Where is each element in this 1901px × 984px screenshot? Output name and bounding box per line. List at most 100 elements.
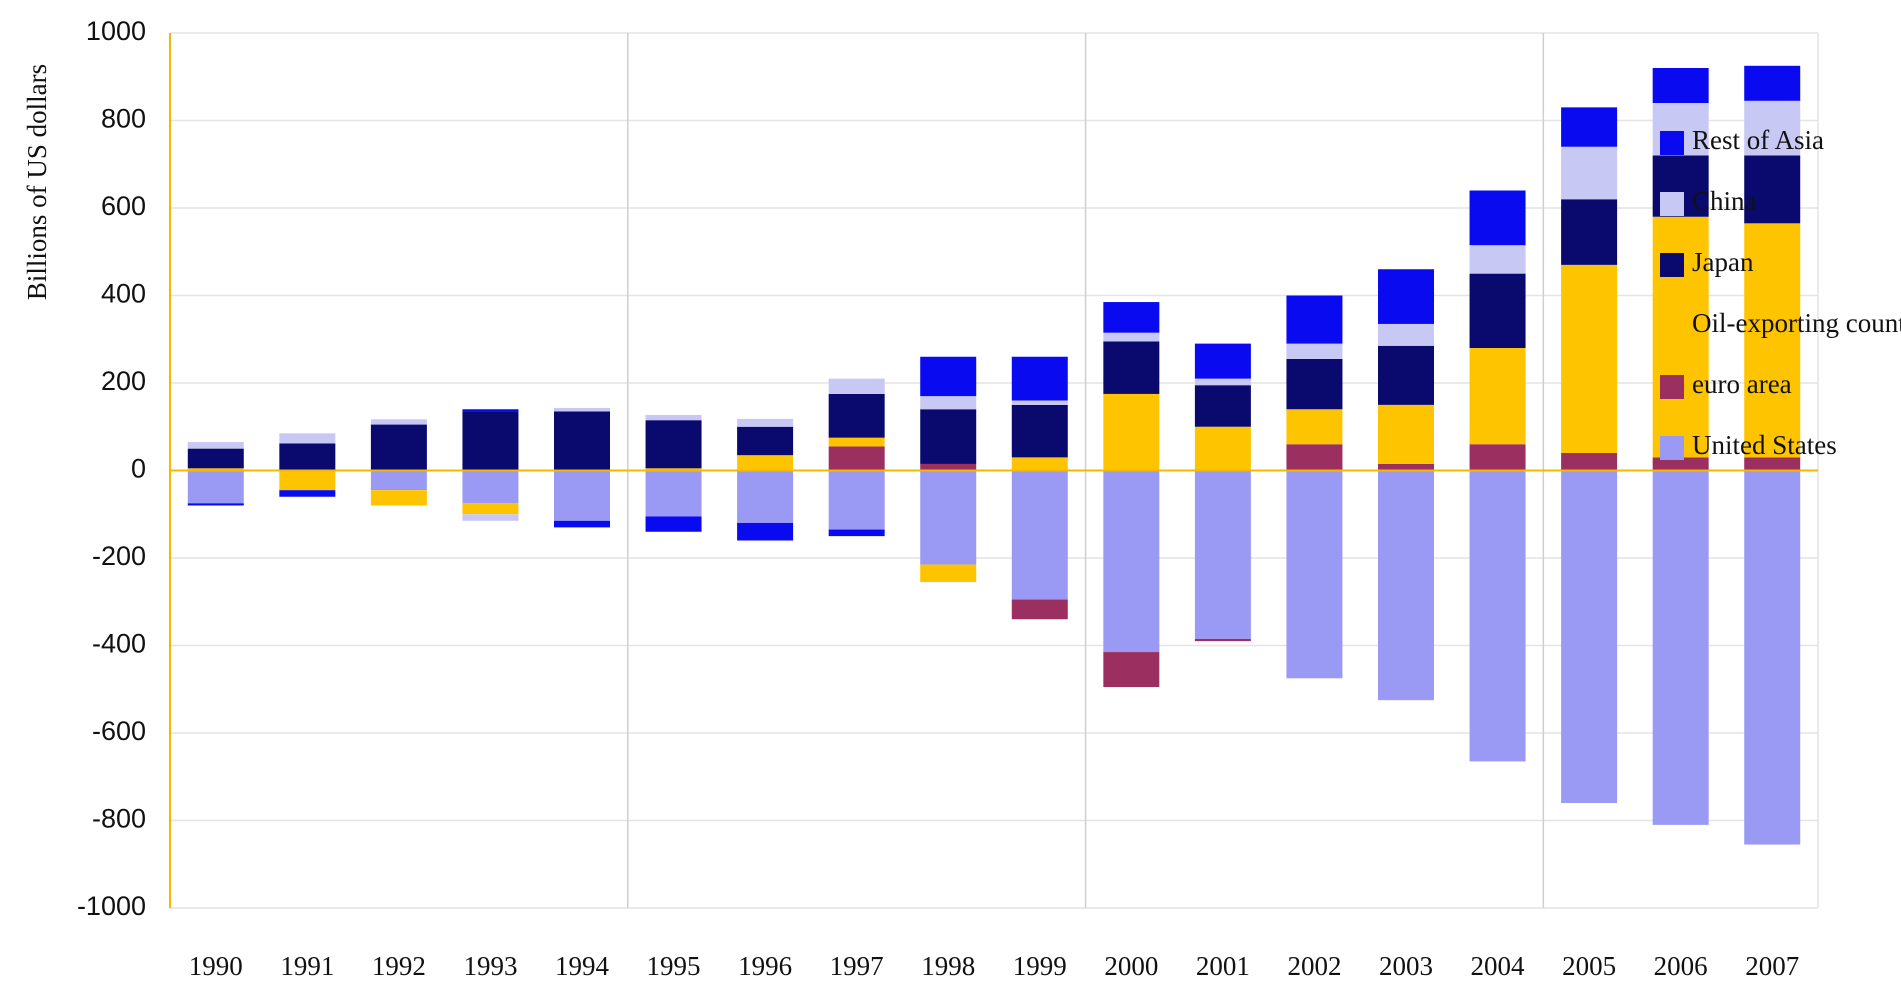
bar-segment xyxy=(187,442,244,449)
bar-segment xyxy=(1561,453,1618,471)
y-tick-label: 200 xyxy=(101,366,146,396)
bar-segment xyxy=(1103,341,1160,394)
x-tick-label: 1991 xyxy=(280,951,334,981)
y-tick-label: -200 xyxy=(92,541,146,571)
bar-segment xyxy=(1469,348,1526,445)
legend-swatch xyxy=(1660,375,1684,399)
legend-label: euro area xyxy=(1692,369,1792,399)
x-tick-label: 1999 xyxy=(1013,951,1067,981)
bar-segment xyxy=(1378,470,1434,701)
x-tick-label: 2003 xyxy=(1379,951,1433,981)
bar-segment xyxy=(828,446,885,471)
bar-segment xyxy=(462,470,519,504)
x-tick-label: 1995 xyxy=(647,951,701,981)
bar-segment xyxy=(462,411,519,471)
bar-segment xyxy=(370,490,427,506)
bar-segment xyxy=(1103,302,1160,333)
bar-segment xyxy=(1469,444,1526,471)
bar-segment xyxy=(1194,638,1251,642)
bar-segment xyxy=(1561,264,1618,453)
bar-segment xyxy=(462,514,519,521)
bar-segment xyxy=(1744,65,1801,101)
bar-segment xyxy=(1469,470,1526,762)
y-tick-label: 800 xyxy=(101,104,146,134)
y-tick-label: -800 xyxy=(92,804,146,834)
bar-segment xyxy=(1286,470,1343,679)
x-tick-label: 2006 xyxy=(1654,951,1708,981)
legend-swatch xyxy=(1660,131,1684,155)
y-tick-label: -1000 xyxy=(77,891,146,921)
bar-segment xyxy=(1103,652,1160,688)
legend-swatch xyxy=(1660,253,1684,277)
bar-segment xyxy=(187,503,244,506)
y-tick-label: 400 xyxy=(101,279,146,309)
bar-segment xyxy=(645,470,702,517)
x-tick-label: 2002 xyxy=(1287,951,1341,981)
bar-segment xyxy=(1744,457,1801,471)
x-tick-label: 1996 xyxy=(738,951,792,981)
bar-segment xyxy=(1011,457,1068,471)
bar-segment xyxy=(554,407,610,412)
bar-segment xyxy=(1378,345,1434,405)
bar-segment xyxy=(279,490,336,497)
bar-segment xyxy=(1378,323,1434,346)
bar-segment xyxy=(1011,599,1068,620)
bar-segment xyxy=(1652,68,1709,103)
legend-swatch xyxy=(1660,436,1684,460)
bar-segment xyxy=(645,468,702,471)
bar-segment xyxy=(737,523,794,541)
bar-segment xyxy=(1011,470,1068,600)
bar-segment xyxy=(920,396,977,410)
bar-segment xyxy=(828,378,885,394)
bar-segment xyxy=(920,470,977,565)
bar-segment xyxy=(737,418,794,427)
bar-segment xyxy=(554,520,610,528)
bar-segment xyxy=(1469,245,1526,274)
legend-label: Oil-exporting countries xyxy=(1692,308,1901,338)
bar-segment xyxy=(828,470,885,530)
legend-swatch xyxy=(1660,314,1684,338)
x-tick-label: 2004 xyxy=(1471,951,1526,981)
bar-segment xyxy=(370,419,427,425)
bar-segment xyxy=(1286,343,1343,359)
x-tick-label: 1993 xyxy=(463,951,517,981)
bar-segment xyxy=(279,443,336,471)
bar-segment xyxy=(920,564,977,583)
bar-segment xyxy=(279,470,336,491)
bar-segment xyxy=(1103,393,1160,471)
bar-segment xyxy=(554,470,610,521)
bar-segment xyxy=(187,470,244,504)
legend-label: United States xyxy=(1692,430,1837,460)
bar-segment xyxy=(1744,470,1801,845)
bar-segment xyxy=(1378,269,1434,324)
bar-segment xyxy=(1194,470,1251,639)
bar-segment xyxy=(737,426,794,456)
bar-segment xyxy=(1194,426,1251,471)
axes: -1000 -800 -600 -400 -200 0 200 400 600 800 1000 19… xyxy=(77,16,1818,981)
bar-segment xyxy=(1194,378,1251,386)
legend-label: China xyxy=(1692,186,1757,216)
legend-label: Rest of Asia xyxy=(1692,125,1824,155)
bar-segment xyxy=(1561,146,1618,200)
x-tick-label: 1997 xyxy=(830,951,884,981)
bar-segment xyxy=(1286,444,1343,471)
bar-segment xyxy=(1286,409,1343,445)
x-tick-label: 1992 xyxy=(372,951,426,981)
bar-segment xyxy=(828,529,885,537)
x-tick-label: 1990 xyxy=(189,951,243,981)
bar-segment xyxy=(187,448,244,469)
bar-segment xyxy=(462,409,519,412)
bar-segment xyxy=(737,470,794,523)
bar-segment xyxy=(828,437,885,447)
bar-segment xyxy=(279,433,336,444)
x-tick-label: 1998 xyxy=(921,951,975,981)
bar-segment xyxy=(554,411,610,471)
bar-segment xyxy=(645,516,702,532)
bar-segment xyxy=(920,356,977,397)
bar-segment xyxy=(1286,295,1343,344)
x-tick-label: 2001 xyxy=(1196,951,1250,981)
bar-segment xyxy=(1561,199,1618,265)
x-tick-label: 2007 xyxy=(1745,951,1799,981)
bar-segment xyxy=(1744,100,1801,156)
